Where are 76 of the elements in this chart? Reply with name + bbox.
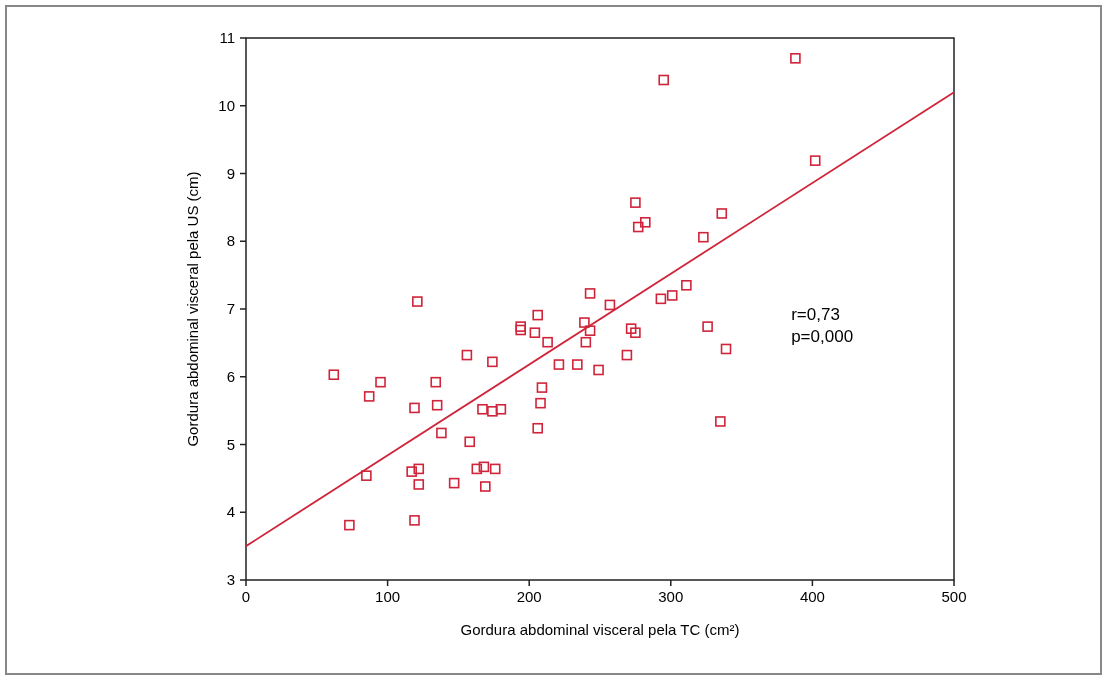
point — [515, 324, 526, 336]
point — [809, 155, 821, 166]
y-tick-label: 5 — [226, 435, 235, 453]
x-tick-label: 0 — [241, 588, 251, 605]
point — [406, 466, 417, 477]
point — [584, 288, 596, 299]
point — [487, 406, 498, 417]
point — [344, 519, 355, 531]
point — [363, 391, 375, 402]
y-tick-label: 3 — [226, 571, 235, 588]
point — [681, 279, 692, 291]
y-tick-label: 9 — [226, 164, 235, 182]
x-tick-label: 400 — [799, 588, 825, 605]
y-axis-title: Gordura abdominal visceral pela US (cm) — [184, 171, 201, 447]
x-tick-label: 300 — [658, 588, 684, 605]
point — [553, 359, 565, 370]
point — [532, 309, 543, 321]
point — [480, 481, 491, 492]
point — [361, 470, 372, 481]
point — [413, 463, 425, 475]
point — [716, 208, 728, 219]
y-tick-label: 8 — [226, 232, 235, 250]
point — [535, 397, 546, 409]
point — [702, 321, 713, 332]
point — [658, 74, 670, 86]
point — [621, 349, 633, 361]
point — [461, 349, 473, 361]
point — [409, 402, 420, 414]
point — [572, 359, 583, 370]
point — [375, 376, 386, 388]
point — [593, 364, 604, 376]
point — [580, 336, 592, 348]
point — [715, 416, 726, 427]
point — [464, 436, 476, 448]
point — [529, 327, 541, 339]
point — [478, 461, 490, 473]
point — [409, 515, 420, 526]
point — [666, 290, 678, 301]
point — [495, 403, 507, 415]
x-axis-title: Gordura abdominal visceral pela TC (cm²) — [460, 621, 740, 638]
point — [477, 403, 488, 415]
point — [632, 221, 644, 233]
point — [630, 197, 641, 208]
point — [720, 343, 732, 355]
x-tick-label: 200 — [516, 588, 542, 605]
point — [430, 376, 442, 388]
point — [584, 325, 596, 336]
point — [536, 382, 548, 393]
annotation: r=0,73 — [791, 304, 840, 324]
point — [625, 323, 637, 334]
annotation: p=0,000 — [791, 326, 854, 346]
point — [413, 479, 425, 490]
point — [655, 293, 667, 305]
point — [542, 336, 553, 348]
point — [790, 53, 801, 64]
y-tick-label: 6 — [226, 367, 235, 385]
point — [431, 399, 443, 411]
point — [630, 327, 641, 339]
point — [698, 231, 709, 243]
point — [487, 356, 498, 368]
y-tick-label: 7 — [226, 300, 235, 317]
point — [532, 422, 543, 434]
point — [448, 477, 460, 489]
y-tick-label: 10 — [218, 96, 235, 114]
x-tick-label: 100 — [375, 588, 401, 605]
point — [471, 463, 483, 475]
point — [412, 296, 423, 307]
y-tick-label: 11 — [219, 29, 235, 46]
point — [328, 369, 340, 381]
point — [489, 463, 501, 475]
x-tick-label: 500 — [941, 588, 967, 605]
point — [579, 317, 590, 328]
point — [436, 427, 447, 439]
y-tick-label: 4 — [226, 503, 235, 521]
point — [640, 216, 651, 228]
point — [604, 299, 616, 311]
